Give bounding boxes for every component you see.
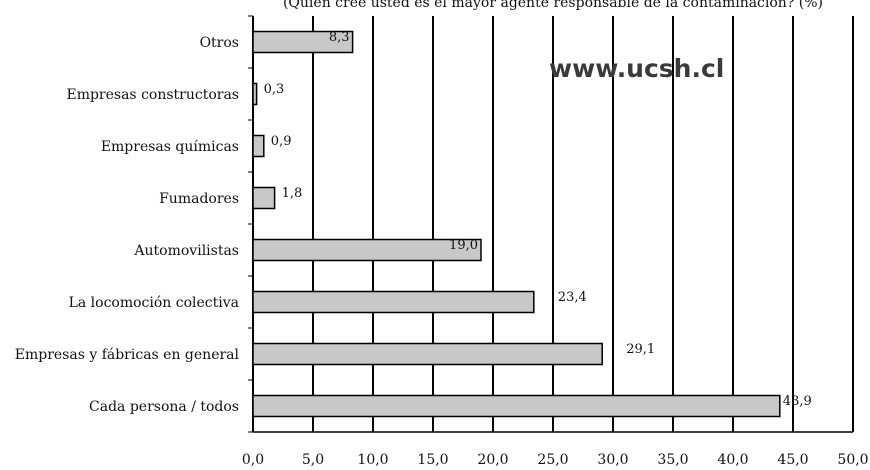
x-tick-label: 15,0 bbox=[417, 452, 448, 468]
category-label: Automovilistas bbox=[133, 243, 239, 259]
data-label: 1,8 bbox=[282, 186, 303, 201]
data-label: 8,3 bbox=[329, 30, 350, 45]
bar bbox=[253, 292, 534, 313]
data-label: 19,0 bbox=[449, 238, 478, 253]
bar bbox=[253, 396, 780, 417]
category-label: La locomoción colectiva bbox=[69, 295, 239, 311]
data-label: 0,3 bbox=[264, 82, 285, 97]
category-label: Empresas constructoras bbox=[66, 87, 239, 103]
bar bbox=[253, 84, 257, 105]
category-label: Cada persona / todos bbox=[89, 399, 239, 415]
x-tick-label: 0,0 bbox=[242, 452, 264, 468]
bar bbox=[253, 344, 602, 365]
category-label: Otros bbox=[200, 35, 239, 51]
bar bbox=[253, 136, 264, 157]
watermark-text: www.ucsh.cl bbox=[549, 54, 724, 83]
data-label: 23,4 bbox=[558, 290, 587, 305]
data-label: 43,9 bbox=[783, 394, 812, 409]
category-labels: Otros Empresas constructoras Empresas quím… bbox=[15, 35, 240, 415]
data-label: 29,1 bbox=[626, 342, 655, 357]
x-tick-label: 40,0 bbox=[717, 452, 748, 468]
x-tick-label: 25,0 bbox=[537, 452, 568, 468]
chart-title: (Quién cree usted es el mayor agente res… bbox=[283, 0, 823, 11]
data-label: 0,9 bbox=[271, 134, 292, 149]
category-label: Fumadores bbox=[159, 191, 239, 207]
x-tick-label: 45,0 bbox=[777, 452, 808, 468]
category-label: Empresas químicas bbox=[101, 139, 239, 155]
bar bbox=[253, 240, 481, 261]
x-tick-label: 50,0 bbox=[837, 452, 868, 468]
bars: 8,3 0,3 0,9 1,8 19,0 23,4 29,1 43,9 bbox=[253, 30, 812, 417]
x-axis-ticks: 0,0 5,0 10,0 15,0 20,0 25,0 30,0 35,0 40,0 45,0 50… bbox=[242, 452, 869, 468]
category-label: Empresas y fábricas en general bbox=[15, 347, 240, 363]
x-tick-label: 10,0 bbox=[357, 452, 388, 468]
x-tick-label: 30,0 bbox=[597, 452, 628, 468]
x-tick-label: 5,0 bbox=[302, 452, 324, 468]
x-tick-label: 20,0 bbox=[477, 452, 508, 468]
x-tick-label: 35,0 bbox=[657, 452, 688, 468]
bar bbox=[253, 188, 275, 209]
